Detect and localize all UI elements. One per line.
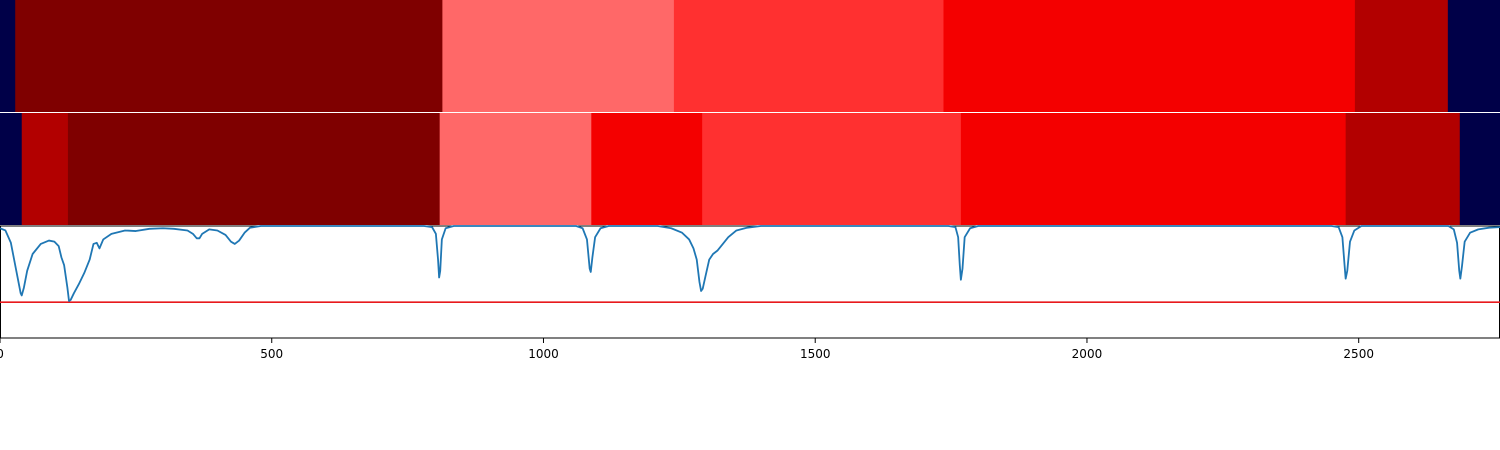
- heatmap-segment: [15, 0, 443, 112]
- heatmap-segment: [439, 113, 592, 225]
- heatmap-segment: [1447, 0, 1500, 112]
- x-tick-label: 2500: [1343, 347, 1374, 361]
- x-tick-label: 0: [0, 347, 4, 361]
- heatmap-row-1: [0, 0, 1500, 112]
- row-separator: [0, 112, 1500, 113]
- heatmap-row-2: [0, 113, 1500, 225]
- heatmap-segment: [960, 113, 1347, 225]
- signal-trace: [0, 225, 1500, 302]
- heatmap-segment: [0, 113, 23, 225]
- heatmap-segment: [1354, 0, 1449, 112]
- x-tick-label: 1500: [800, 347, 831, 361]
- heatmap-segment: [442, 0, 675, 112]
- heatmap-segment: [21, 113, 69, 225]
- heatmap-segment: [673, 0, 945, 112]
- x-tick-label: 1000: [528, 347, 559, 361]
- x-axis: 0 500 1000 1500 2000 2500: [0, 338, 1374, 361]
- heatmap-segment: [943, 0, 1356, 112]
- signal-panel: [0, 225, 1500, 339]
- heatmap-segment: [0, 0, 16, 112]
- heatmap-segment: [1459, 113, 1500, 225]
- heatmap-segment: [702, 113, 962, 225]
- x-tick-label: 500: [260, 347, 283, 361]
- heatmap-segment: [1345, 113, 1461, 225]
- heatmap-segment: [591, 113, 703, 225]
- heatmap-segment: [67, 113, 441, 225]
- x-tick-label: 2000: [1072, 347, 1103, 361]
- signal-panel-frame: [0, 225, 1500, 339]
